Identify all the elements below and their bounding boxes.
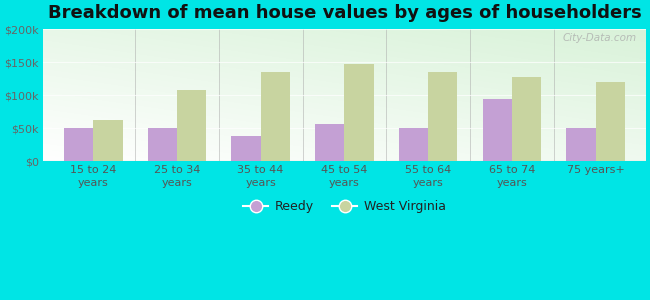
Bar [148,128,177,161]
Bar [315,124,344,161]
Bar [512,77,541,161]
Title: Breakdown of mean house values by ages of householders: Breakdown of mean house values by ages o… [47,4,642,22]
Bar [428,72,458,161]
Bar [482,98,512,161]
Bar [64,128,93,161]
Bar [231,136,261,161]
Bar [344,64,374,161]
Bar [177,90,206,161]
Bar [93,120,122,161]
Bar [566,128,595,161]
Legend: Reedy, West Virginia: Reedy, West Virginia [238,195,450,218]
Bar [399,128,428,161]
Text: City-Data.com: City-Data.com [563,33,637,43]
Bar [595,82,625,161]
Bar [261,72,290,161]
